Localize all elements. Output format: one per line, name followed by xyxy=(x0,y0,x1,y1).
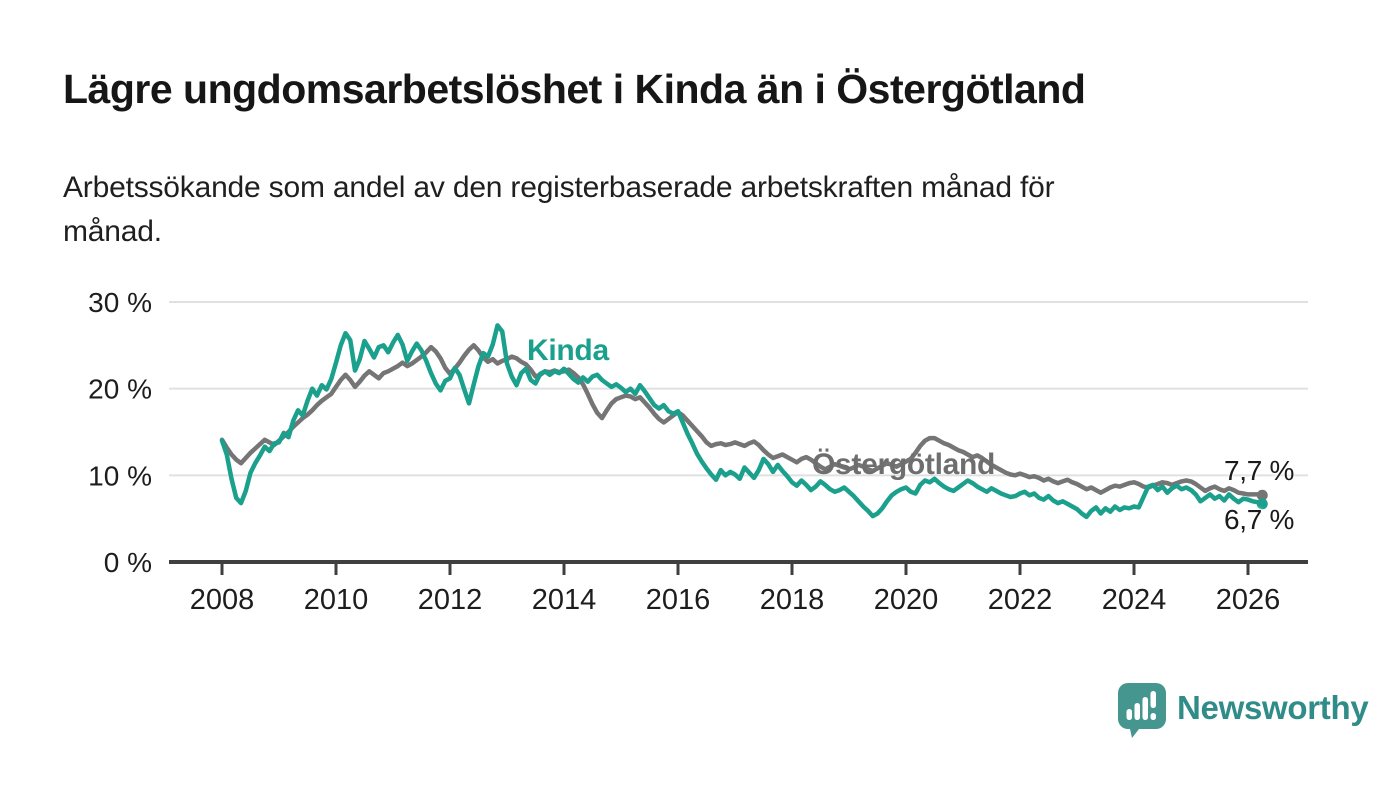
x-tick-label-2026: 2026 xyxy=(1216,584,1281,616)
x-tick-label-2024: 2024 xyxy=(1102,584,1167,616)
x-tick-label-2022: 2022 xyxy=(988,584,1053,616)
series-label-kinda: Kinda xyxy=(527,334,609,367)
brand-wordmark: Newsworthy xyxy=(1177,689,1369,726)
line-kinda xyxy=(219,323,1265,520)
line-östergötland xyxy=(219,343,1265,498)
x-tick-label-2008: 2008 xyxy=(190,584,255,616)
end-value-label-kinda: 6,7 % xyxy=(1224,504,1295,535)
end-value-label-ostergotland: 7,7 % xyxy=(1224,455,1295,486)
logo-bar-chart-glyph xyxy=(1126,691,1156,720)
chart-title: Lägre ungdomsarbetslöshet i Kinda än i Ö… xyxy=(63,66,1086,112)
x-tick-label-2010: 2010 xyxy=(304,584,369,616)
y-tick-label-30: 30 % xyxy=(88,287,152,318)
series-label-ostergotland: Östergötland xyxy=(812,448,996,481)
end-dot-östergötland xyxy=(1256,489,1268,501)
x-tick-label-2020: 2020 xyxy=(874,584,939,616)
newsworthy-logo-icon xyxy=(1118,683,1166,738)
x-tick-label-2012: 2012 xyxy=(418,584,483,616)
x-tick-label-2014: 2014 xyxy=(532,584,597,616)
x-tick-label-2016: 2016 xyxy=(646,584,711,616)
chart-subtitle-line-2: månad. xyxy=(63,215,162,248)
brand-footer: Newsworthy xyxy=(1117,682,1369,740)
y-tick-label-20: 20 % xyxy=(88,374,152,405)
y-tick-label-10: 10 % xyxy=(88,460,152,491)
y-tick-label-0: 0 % xyxy=(104,547,152,578)
x-tick-label-2018: 2018 xyxy=(760,584,825,616)
chart-subtitle-line-1: Arbetssökande som andel av den registerb… xyxy=(63,171,1055,204)
chart-subtitle: Arbetssökande som andel av den registerb… xyxy=(63,166,1055,254)
end-dot-kinda xyxy=(1256,498,1268,510)
